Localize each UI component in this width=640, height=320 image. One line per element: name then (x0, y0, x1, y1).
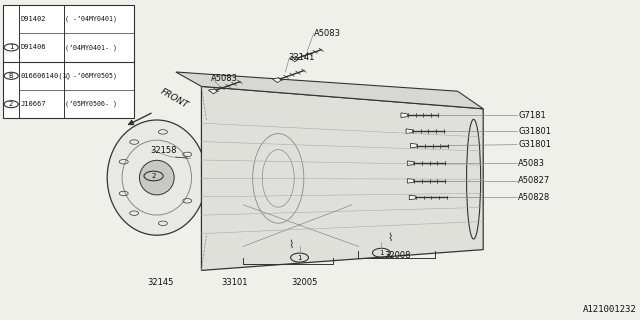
Polygon shape (411, 143, 417, 148)
Text: 2: 2 (152, 173, 156, 179)
Text: 1: 1 (379, 250, 384, 256)
Text: A5083: A5083 (211, 74, 238, 83)
Text: A50828: A50828 (518, 193, 550, 202)
Polygon shape (273, 78, 282, 83)
Text: ⌇: ⌇ (388, 232, 393, 243)
FancyBboxPatch shape (3, 5, 134, 118)
Text: B: B (9, 73, 13, 79)
Text: 32158: 32158 (150, 146, 177, 155)
Text: J10667: J10667 (20, 101, 46, 107)
Ellipse shape (108, 120, 206, 235)
Ellipse shape (140, 160, 174, 195)
Text: 1: 1 (9, 44, 13, 51)
Polygon shape (410, 195, 416, 200)
Text: 1: 1 (297, 255, 302, 260)
Polygon shape (401, 113, 408, 117)
Text: A121001232: A121001232 (583, 305, 637, 314)
Text: FRONT: FRONT (159, 87, 190, 110)
Text: ( -’06MY0505): ( -’06MY0505) (65, 73, 116, 79)
Text: 32145: 32145 (147, 278, 173, 287)
Polygon shape (408, 179, 414, 183)
Text: A5083: A5083 (314, 29, 340, 38)
Text: 2: 2 (9, 101, 13, 107)
Text: A50827: A50827 (518, 176, 550, 185)
Text: 016606140(1): 016606140(1) (20, 73, 72, 79)
Text: D91406: D91406 (20, 44, 46, 51)
Text: 32141: 32141 (288, 53, 314, 62)
Text: G31801: G31801 (518, 140, 552, 149)
Text: G7181: G7181 (518, 111, 546, 120)
Text: 32005: 32005 (291, 278, 317, 287)
Polygon shape (290, 57, 299, 62)
Text: (’04MY0401- ): (’04MY0401- ) (65, 44, 116, 51)
Text: 33101: 33101 (221, 278, 247, 287)
Polygon shape (408, 161, 414, 165)
Polygon shape (209, 89, 218, 94)
Text: (’05MY0506- ): (’05MY0506- ) (65, 101, 116, 108)
Polygon shape (202, 86, 483, 270)
Polygon shape (176, 72, 483, 109)
Text: A5083: A5083 (518, 159, 545, 168)
Text: G31801: G31801 (518, 127, 552, 136)
Text: D91402: D91402 (20, 16, 46, 22)
Polygon shape (406, 129, 413, 133)
Text: ⌇: ⌇ (289, 240, 294, 250)
Text: ( -’04MY0401): ( -’04MY0401) (65, 16, 116, 22)
Text: 32008: 32008 (384, 252, 410, 260)
